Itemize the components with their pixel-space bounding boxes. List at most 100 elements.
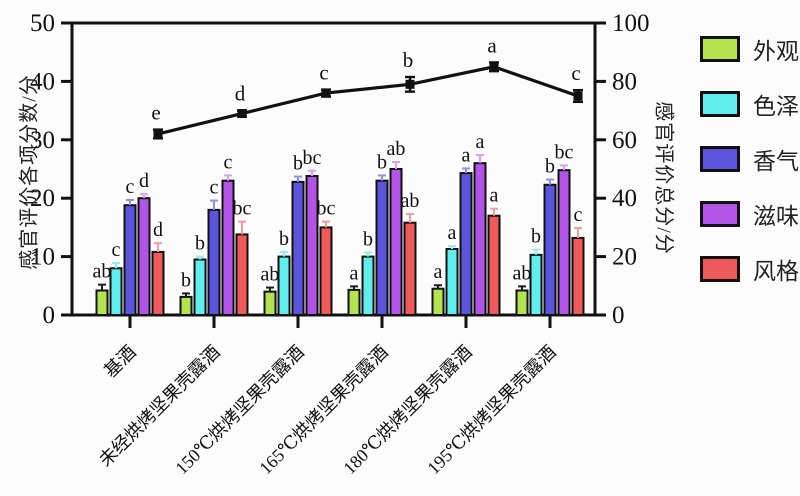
sig-letter: c — [210, 177, 219, 199]
bar-香气 — [291, 180, 305, 316]
sig-letter: b — [181, 269, 191, 291]
line-sig-letter: c — [319, 61, 328, 85]
bar-色泽 — [277, 255, 291, 317]
legend-item: 风格 — [700, 252, 799, 286]
line-marker — [405, 79, 415, 89]
bar-色泽 — [109, 267, 123, 316]
legend-label: 色泽 — [753, 94, 799, 119]
bar-外观 — [347, 288, 361, 316]
bar-外观 — [515, 289, 529, 316]
legend-swatch-icon — [700, 36, 740, 62]
bar-香气 — [123, 204, 137, 316]
sig-letter: ab — [513, 262, 532, 284]
sig-letter: a — [448, 222, 457, 244]
sig-letter: ab — [93, 261, 112, 283]
sig-letter: bc — [317, 198, 336, 220]
legend-swatch-icon — [700, 256, 740, 282]
legend-item: 外观 — [700, 32, 799, 66]
right-tick-label: 100 — [612, 10, 650, 37]
plot-frame — [70, 21, 597, 317]
left-axis-title: 感官评价各项分数/分 — [18, 74, 41, 270]
right-tick-label: 20 — [612, 244, 637, 271]
bar-滋味 — [137, 197, 151, 316]
sig-letter: b — [377, 151, 387, 173]
legend-item: 色泽 — [700, 87, 799, 121]
sig-letter: c — [224, 151, 233, 173]
line-marker — [489, 62, 499, 72]
left-tick-label: 20 — [30, 185, 55, 212]
right-tick-label: 40 — [612, 185, 637, 212]
x-category-label: 基酒 — [100, 342, 140, 382]
legend-label: 风格 — [753, 259, 799, 284]
sig-letter: b — [279, 228, 289, 250]
sig-letter: a — [476, 131, 485, 153]
sig-letter: c — [112, 239, 121, 261]
bar-香气 — [375, 179, 389, 316]
sig-letter: a — [462, 144, 471, 166]
sig-letter: bc — [303, 147, 322, 169]
line-sig-letter: b — [403, 48, 414, 72]
bar-色泽 — [361, 255, 375, 317]
legend-swatch-icon — [700, 146, 740, 172]
bar-风格 — [151, 250, 165, 316]
bar-滋味 — [557, 169, 571, 316]
left-tick-label: 50 — [30, 10, 55, 37]
bar-风格 — [487, 214, 501, 316]
right-tick-label: 60 — [612, 127, 637, 154]
left-tick-label: 10 — [30, 244, 55, 271]
bar-香气 — [207, 208, 221, 317]
bar-外观 — [263, 290, 277, 317]
total-score-line — [157, 65, 579, 136]
sig-letter: bc — [233, 198, 252, 220]
sig-letter: c — [126, 176, 135, 198]
sig-letter: ab — [387, 138, 406, 160]
sig-letter: c — [574, 204, 583, 226]
legend-swatch-icon — [700, 201, 740, 227]
legend-item: 香气 — [700, 142, 799, 176]
sig-letter: b — [363, 229, 373, 251]
sig-letter: ab — [401, 190, 420, 212]
bar-外观 — [179, 295, 193, 316]
sig-letter: a — [490, 185, 499, 207]
left-tick-label: 40 — [30, 68, 55, 95]
right-tick-label: 80 — [612, 68, 637, 95]
legend-label: 香气 — [753, 149, 799, 174]
bar-风格 — [403, 221, 417, 316]
right-tick-label: 0 — [612, 302, 625, 329]
sig-letter: ab — [261, 264, 280, 286]
left-tick-label: 30 — [30, 127, 55, 154]
legend: 外观色泽香气滋味风格 — [700, 32, 799, 286]
sig-letter: b — [545, 156, 555, 178]
bar-风格 — [571, 236, 585, 316]
bar-外观 — [431, 287, 445, 317]
line-sig-letter: a — [487, 33, 497, 57]
line-sig-letter: d — [235, 82, 246, 106]
sig-letter: a — [434, 261, 443, 283]
line-marker — [237, 109, 247, 119]
bar-色泽 — [193, 258, 207, 316]
right-axis-title: 感官评价总分/分 — [652, 101, 675, 255]
sig-letter: bc — [555, 141, 574, 163]
sig-letter: d — [153, 219, 163, 241]
sig-letter: b — [195, 233, 205, 255]
bar-色泽 — [529, 253, 543, 317]
bar-色泽 — [445, 248, 459, 316]
bar-滋味 — [473, 162, 487, 316]
line-marker — [573, 91, 583, 101]
legend-item: 滋味 — [700, 197, 799, 231]
line-sig-letter: c — [571, 61, 580, 85]
bar-香气 — [543, 183, 557, 316]
sig-letter: a — [350, 262, 359, 284]
line-marker — [321, 88, 331, 98]
legend-label: 滋味 — [753, 204, 799, 229]
bar-外观 — [95, 289, 109, 316]
left-tick-label: 0 — [43, 302, 56, 329]
bar-香气 — [459, 172, 473, 316]
line-sig-letter: e — [151, 101, 160, 125]
line-marker — [153, 129, 163, 139]
bar-风格 — [319, 226, 333, 316]
sig-letter: b — [531, 226, 541, 248]
legend-swatch-icon — [700, 91, 740, 117]
